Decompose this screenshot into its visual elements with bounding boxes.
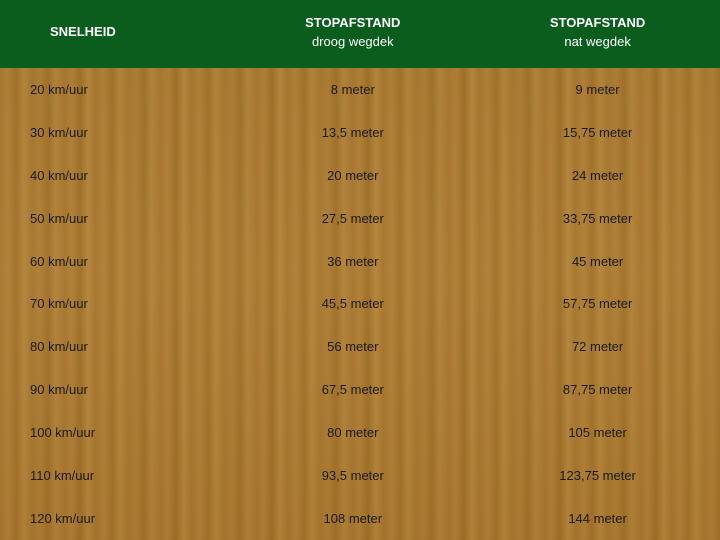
table-row: 50 km/uur 27,5 meter 33,75 meter — [0, 197, 720, 240]
cell-speed: 40 km/uur — [0, 154, 230, 197]
cell-wet: 144 meter — [475, 497, 720, 540]
cell-speed: 110 km/uur — [0, 454, 230, 497]
cell-wet: 72 meter — [475, 325, 720, 368]
col-header-title: SNELHEID — [50, 24, 116, 39]
cell-dry: 67,5 meter — [230, 368, 475, 411]
col-header-title: STOPAFSTAND — [305, 15, 400, 30]
cell-dry: 80 meter — [230, 411, 475, 454]
cell-wet: 45 meter — [475, 240, 720, 283]
cell-dry: 27,5 meter — [230, 197, 475, 240]
cell-speed: 60 km/uur — [0, 240, 230, 283]
table-row: 20 km/uur 8 meter 9 meter — [0, 68, 720, 111]
cell-speed: 80 km/uur — [0, 325, 230, 368]
cell-dry: 8 meter — [230, 68, 475, 111]
table-row: 120 km/uur 108 meter 144 meter — [0, 497, 720, 540]
cell-wet: 57,75 meter — [475, 283, 720, 326]
cell-dry: 56 meter — [230, 325, 475, 368]
cell-speed: 20 km/uur — [0, 68, 230, 111]
table-row: 90 km/uur 67,5 meter 87,75 meter — [0, 368, 720, 411]
cell-wet: 9 meter — [475, 68, 720, 111]
table-row: 70 km/uur 45,5 meter 57,75 meter — [0, 283, 720, 326]
cell-wet: 123,75 meter — [475, 454, 720, 497]
cell-wet: 33,75 meter — [475, 197, 720, 240]
col-header-dry: STOPAFSTAND droog wegdek — [230, 0, 475, 68]
cell-dry: 93,5 meter — [230, 454, 475, 497]
cell-dry: 13,5 meter — [230, 111, 475, 154]
page-background: SNELHEID STOPAFSTAND droog wegdek STOPAF… — [0, 0, 720, 540]
table-row: 100 km/uur 80 meter 105 meter — [0, 411, 720, 454]
cell-speed: 50 km/uur — [0, 197, 230, 240]
cell-speed: 70 km/uur — [0, 283, 230, 326]
cell-wet: 15,75 meter — [475, 111, 720, 154]
col-header-speed: SNELHEID — [0, 0, 230, 68]
cell-wet: 24 meter — [475, 154, 720, 197]
cell-dry: 36 meter — [230, 240, 475, 283]
cell-dry: 108 meter — [230, 497, 475, 540]
cell-dry: 45,5 meter — [230, 283, 475, 326]
col-header-title: STOPAFSTAND — [550, 15, 645, 30]
cell-wet: 87,75 meter — [475, 368, 720, 411]
table-row: 40 km/uur 20 meter 24 meter — [0, 154, 720, 197]
table-row: 30 km/uur 13,5 meter 15,75 meter — [0, 111, 720, 154]
table-body: 20 km/uur 8 meter 9 meter 30 km/uur 13,5… — [0, 68, 720, 540]
col-header-subtitle: droog wegdek — [238, 33, 467, 51]
col-header-subtitle: nat wegdek — [483, 33, 712, 51]
cell-dry: 20 meter — [230, 154, 475, 197]
cell-speed: 90 km/uur — [0, 368, 230, 411]
cell-speed: 30 km/uur — [0, 111, 230, 154]
cell-wet: 105 meter — [475, 411, 720, 454]
table-row: 60 km/uur 36 meter 45 meter — [0, 240, 720, 283]
cell-speed: 120 km/uur — [0, 497, 230, 540]
cell-speed: 100 km/uur — [0, 411, 230, 454]
stopping-distance-table: SNELHEID STOPAFSTAND droog wegdek STOPAF… — [0, 0, 720, 540]
table-row: 110 km/uur 93,5 meter 123,75 meter — [0, 454, 720, 497]
table-header-row: SNELHEID STOPAFSTAND droog wegdek STOPAF… — [0, 0, 720, 68]
col-header-wet: STOPAFSTAND nat wegdek — [475, 0, 720, 68]
table-row: 80 km/uur 56 meter 72 meter — [0, 325, 720, 368]
